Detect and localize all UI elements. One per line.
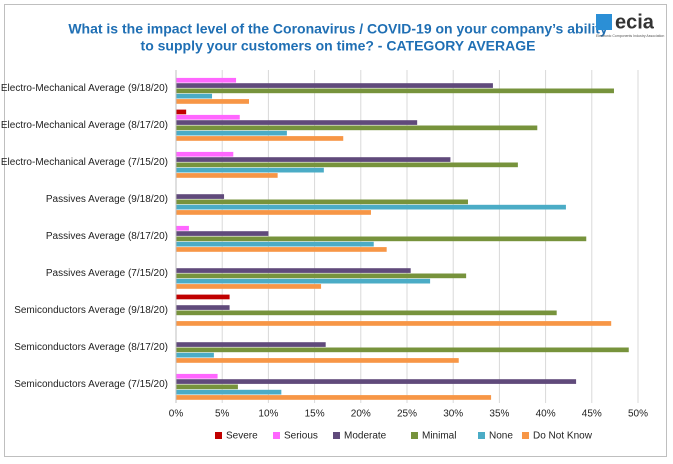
bar: [176, 278, 431, 284]
x-tick-label: 40%: [536, 409, 556, 420]
y-tick-label: Semiconductors Average (8/17/20): [14, 342, 168, 353]
bar: [176, 273, 467, 279]
legend-swatch: [333, 432, 340, 439]
y-tick-label: Electro-Mechanical Average (7/15/20): [1, 157, 168, 168]
bar: [176, 210, 371, 215]
bar: [176, 173, 278, 178]
x-tick-label: 30%: [443, 409, 463, 420]
bar: [176, 93, 213, 99]
bar: [176, 225, 189, 231]
bar: [176, 83, 493, 88]
legend-swatch: [411, 432, 418, 439]
bar: [176, 247, 387, 252]
legend-label: Moderate: [344, 431, 387, 442]
bar: [176, 310, 557, 316]
bar: [176, 120, 418, 125]
logo: ecia Electronic Components Industry Asso…: [596, 11, 664, 38]
logo-text: ecia: [615, 11, 655, 33]
bar: [176, 167, 324, 173]
y-tick-label: Electro-Mechanical Average (8/17/20): [1, 120, 168, 131]
bar: [176, 284, 322, 289]
bar: [176, 305, 230, 310]
bar: [176, 125, 538, 131]
chart-title: What is the impact level of the Coronavi…: [68, 21, 608, 37]
bar: [176, 241, 374, 247]
y-tick-label: Passives Average (7/15/20): [46, 268, 168, 279]
bar: [176, 379, 577, 384]
bar: [176, 99, 249, 104]
x-tick-label: 5%: [215, 409, 230, 420]
y-tick-label: Passives Average (9/18/20): [46, 194, 168, 205]
legend-label: None: [489, 431, 513, 442]
legend-swatch: [273, 432, 280, 439]
x-tick-label: 0%: [169, 409, 184, 420]
bar: [176, 162, 518, 168]
bar: [176, 157, 451, 162]
x-tick-label: 10%: [258, 409, 278, 420]
x-tick-label: 25%: [397, 409, 417, 420]
bar: [176, 194, 225, 199]
legend-label: Serious: [284, 431, 318, 442]
bar: [176, 352, 214, 358]
bar: [176, 321, 612, 326]
bar: [176, 109, 187, 115]
legend-label: Do Not Know: [533, 431, 593, 442]
logo-subtitle: Electronic Components Industry Associati…: [596, 34, 664, 38]
y-tick-label: Semiconductors Average (9/18/20): [14, 305, 168, 316]
bar: [176, 347, 629, 353]
bar: [176, 373, 218, 379]
x-tick-label: 15%: [305, 409, 325, 420]
x-tick-label: 35%: [489, 409, 509, 420]
legend-label: Severe: [226, 431, 258, 442]
bar: [176, 199, 468, 205]
y-tick-label: Electro-Mechanical Average (9/18/20): [1, 83, 168, 94]
bar: [176, 114, 240, 120]
bar: [176, 236, 587, 242]
bar: [176, 136, 344, 141]
chart-title: to supply your customers on time? - CATE…: [141, 38, 536, 54]
y-tick-label: Passives Average (8/17/20): [46, 231, 168, 242]
bar: [176, 88, 614, 94]
bar: [176, 77, 237, 83]
bar: [176, 268, 411, 273]
x-tick-label: 20%: [351, 409, 371, 420]
legend-swatch: [215, 432, 222, 439]
x-tick-label: 50%: [628, 409, 648, 420]
x-tick-label: 45%: [582, 409, 602, 420]
legend-swatch: [478, 432, 485, 439]
bar: [176, 358, 459, 363]
bar: [176, 294, 230, 300]
bar: [176, 389, 282, 395]
legend-swatch: [522, 432, 529, 439]
logo-icon: [596, 14, 612, 30]
legend-label: Minimal: [422, 431, 456, 442]
bar: [176, 384, 238, 390]
bar: [176, 342, 326, 347]
bar: [176, 130, 287, 136]
y-tick-label: Semiconductors Average (7/15/20): [14, 379, 168, 390]
bar: [176, 395, 492, 400]
bar: [176, 204, 566, 210]
bar: [176, 231, 269, 236]
bar: [176, 151, 234, 157]
